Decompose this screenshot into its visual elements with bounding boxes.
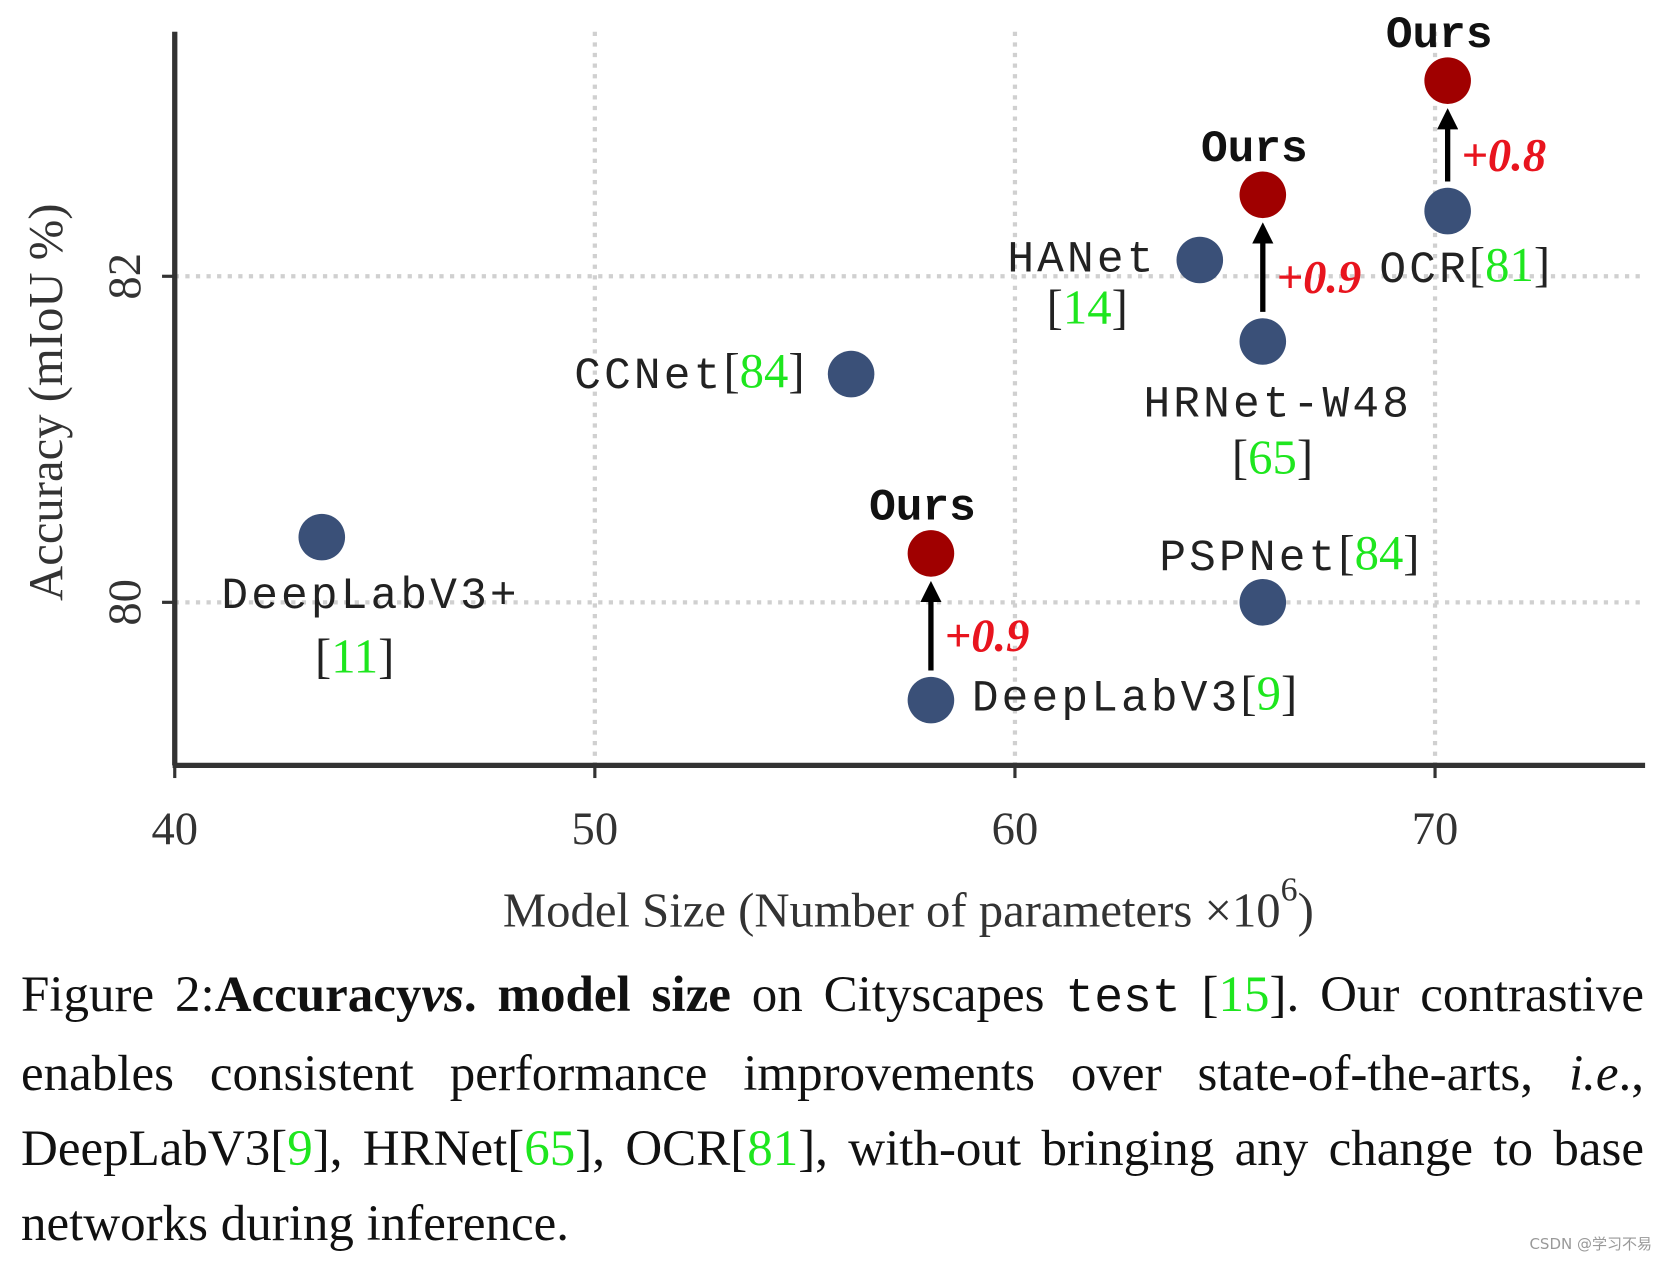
caption-text: on Cityscapes bbox=[730, 967, 1066, 1023]
caption-text: Figure 2: bbox=[21, 967, 215, 1023]
point bbox=[827, 350, 875, 398]
caption-mono: test bbox=[1065, 972, 1181, 1026]
caption-text: ], OCR[ bbox=[575, 1121, 748, 1177]
point-name: HRNet-W48 bbox=[1143, 380, 1412, 430]
point-label: DeepLabV3[9] bbox=[972, 667, 1297, 725]
point bbox=[1239, 318, 1287, 365]
point-name: DeepLabV3 bbox=[972, 674, 1241, 724]
point-label: [65] bbox=[1232, 431, 1313, 485]
point-label: [14] bbox=[1047, 280, 1128, 334]
x-axis-label-text: Model Size (Number of parameters ×10 bbox=[503, 884, 1281, 938]
watermark: CSDN @学习不易 bbox=[1529, 1235, 1652, 1253]
ours-point bbox=[1239, 171, 1287, 219]
chart: Accuracy (mIoU %) Model Size (Number of … bbox=[19, 11, 1646, 938]
x-axis-label: Model Size (Number of parameters ×106) bbox=[503, 871, 1314, 938]
caption-text: ]. Our contrastive enables consistent pe… bbox=[21, 967, 1645, 1102]
point-label: [11] bbox=[315, 630, 394, 684]
point bbox=[1424, 187, 1471, 235]
point-ref: [9] bbox=[1240, 667, 1297, 721]
x-tick-label: 70 bbox=[1412, 804, 1459, 855]
caption-ref: 81 bbox=[747, 1121, 799, 1177]
caption-ref: 15 bbox=[1218, 967, 1270, 1023]
point-label: HANet bbox=[1007, 235, 1156, 285]
point-ref: [14] bbox=[1047, 280, 1128, 334]
caption-bold-italic: vs bbox=[421, 967, 464, 1023]
caption-italic: i.e bbox=[1568, 1046, 1619, 1102]
x-tick-label: 50 bbox=[572, 804, 619, 855]
point-label: PSPNet[84] bbox=[1159, 526, 1419, 584]
y-tick-label: 80 bbox=[100, 579, 151, 626]
caption-bold: . model size bbox=[463, 967, 731, 1023]
caption-text: ], with-out bringing any change to base … bbox=[21, 1121, 1644, 1252]
point-label: CCNet[84] bbox=[574, 344, 804, 402]
caption-text: [ bbox=[1180, 967, 1219, 1023]
point-ref: [65] bbox=[1232, 431, 1313, 485]
y-tick-label: 82 bbox=[100, 253, 151, 300]
x-tick-label: 40 bbox=[151, 804, 198, 855]
point-name: HANet bbox=[1007, 235, 1156, 285]
point bbox=[298, 513, 346, 561]
point-name: OCR bbox=[1379, 246, 1469, 296]
point-ref: [84] bbox=[1338, 526, 1419, 580]
caption-ref: 9 bbox=[287, 1121, 313, 1177]
point bbox=[1239, 579, 1287, 626]
gain-label: +0.9 bbox=[1277, 253, 1362, 304]
ours-point bbox=[1424, 57, 1471, 104]
caption-ref: 65 bbox=[524, 1121, 576, 1177]
point-name: DeepLabV3+ bbox=[221, 572, 519, 622]
point-name: PSPNet bbox=[1159, 534, 1338, 584]
point bbox=[907, 676, 955, 724]
x-tick-label: 60 bbox=[992, 804, 1039, 855]
caption-bold: Accuracy bbox=[214, 967, 422, 1023]
point-label: OCR[81] bbox=[1379, 238, 1550, 296]
gain-label: +0.9 bbox=[945, 611, 1030, 662]
ours-label: Ours bbox=[869, 484, 976, 534]
y-axis-label: Accuracy (mIoU %) bbox=[19, 204, 73, 601]
point-ref: [81] bbox=[1469, 238, 1550, 292]
point-ref: [84] bbox=[723, 344, 804, 398]
ours-label: Ours bbox=[1201, 125, 1308, 175]
x-axis-label-exponent: 6 bbox=[1281, 871, 1298, 908]
point-label: HRNet-W48 bbox=[1143, 380, 1412, 430]
point-name: CCNet bbox=[574, 352, 723, 402]
caption-text: ., DeepLabV3[ bbox=[21, 1046, 1644, 1177]
figure-caption: Figure 2:Accuracyvs. model size on Citys… bbox=[21, 958, 1644, 1262]
point-label: DeepLabV3+ bbox=[221, 572, 519, 622]
point-ref: [11] bbox=[315, 630, 394, 684]
point bbox=[1176, 236, 1224, 284]
caption-text: ], HRNet[ bbox=[312, 1121, 525, 1177]
ours-label: Ours bbox=[1386, 11, 1493, 61]
ours-point bbox=[907, 530, 955, 577]
gain-label: +0.8 bbox=[1461, 130, 1546, 181]
x-axis-label-text: ) bbox=[1298, 884, 1314, 938]
